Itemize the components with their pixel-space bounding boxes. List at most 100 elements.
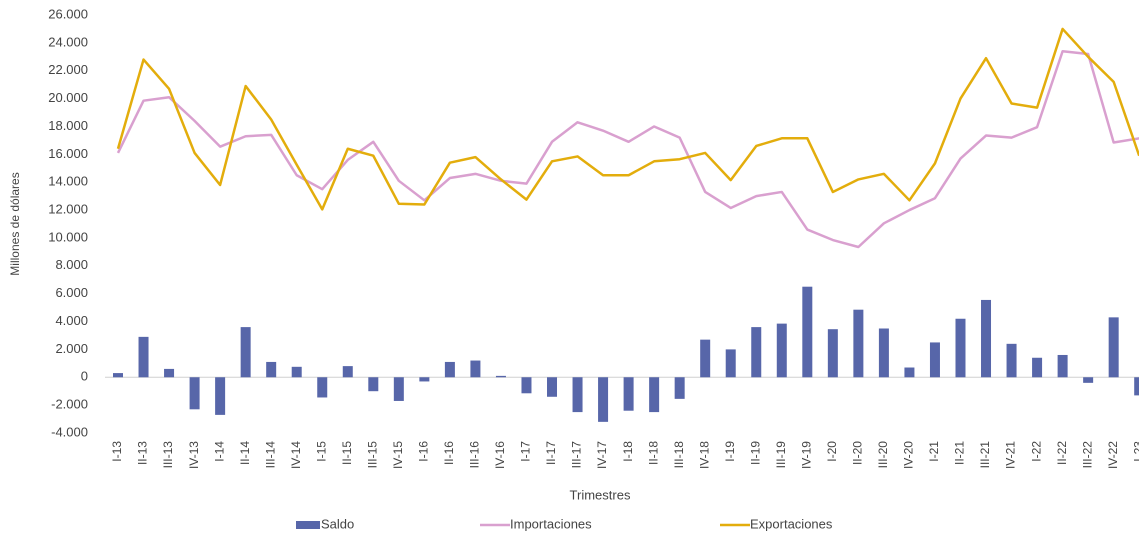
x-tick-label: II-21: [953, 441, 967, 465]
x-tick-label: III-16: [468, 441, 482, 469]
y-tick-label: 18.000: [48, 118, 88, 133]
bar: [1134, 377, 1139, 396]
bar: [113, 373, 123, 378]
bar: [470, 360, 481, 378]
bar: [1006, 343, 1017, 378]
x-tick-label: I-17: [519, 441, 533, 462]
y-tick-label: -2.000: [51, 397, 88, 412]
bar: [649, 377, 660, 413]
legend-label: Importaciones: [510, 516, 592, 531]
x-tick-label: IV-17: [595, 441, 609, 469]
y-tick-label: 22.000: [48, 62, 88, 77]
x-tick-label: II-16: [442, 441, 456, 465]
bar: [189, 377, 200, 410]
bar: [751, 327, 762, 378]
bar: [725, 349, 736, 378]
y-tick-label: 2.000: [55, 341, 88, 356]
y-tick-label: 8.000: [55, 257, 88, 272]
x-tick-label: IV-22: [1106, 441, 1120, 469]
bar: [623, 377, 634, 411]
x-tick-label: I-18: [621, 441, 635, 462]
x-tick-label: IV-16: [493, 441, 507, 469]
x-tick-label: IV-18: [697, 441, 711, 469]
y-tick-label: -4.000: [51, 424, 88, 439]
x-axis-label: Trimestres: [570, 487, 631, 502]
bar: [444, 361, 455, 378]
y-tick-label: 20.000: [48, 90, 88, 105]
x-tick-label: III-13: [161, 441, 175, 469]
bar: [802, 286, 813, 378]
line: [116, 27, 1139, 211]
bar: [827, 329, 838, 378]
x-tick-label: III-20: [876, 441, 890, 469]
bar: [1057, 354, 1068, 378]
bar: [495, 375, 506, 378]
y-tick-label: 10.000: [48, 229, 88, 244]
bar: [138, 336, 149, 378]
bar: [955, 318, 966, 378]
x-tick-label: III-22: [1080, 441, 1094, 469]
x-tick-label: II-20: [851, 441, 865, 465]
y-axis-label: Millones de dólares: [8, 172, 22, 275]
x-tick-label: II-19: [748, 441, 762, 465]
x-tick-label: III-17: [570, 441, 584, 469]
x-tick-label: III-19: [774, 441, 788, 469]
x-tick-label: IV-13: [187, 441, 201, 469]
x-tick-label: III-21: [978, 441, 992, 469]
bar: [419, 377, 430, 382]
y-tick-label: 14.000: [48, 174, 88, 189]
bar: [317, 377, 328, 398]
bar: [853, 309, 864, 378]
x-tick-label: IV-20: [902, 441, 916, 469]
bar: [598, 377, 609, 422]
bar: [547, 377, 558, 397]
legend-label: Saldo: [321, 516, 354, 531]
x-tick-label: I-15: [314, 441, 328, 462]
bar: [700, 339, 711, 378]
x-tick-label: II-14: [238, 441, 252, 465]
bar: [521, 377, 532, 394]
x-tick-label: I-21: [927, 441, 941, 462]
y-tick-label: 16.000: [48, 146, 88, 161]
x-tick-label: II-13: [136, 441, 150, 465]
x-tick-label: II-17: [544, 441, 558, 465]
bar: [215, 377, 226, 415]
x-tick-label: I-16: [417, 441, 431, 462]
x-tick-label: II-22: [1055, 441, 1069, 465]
y-tick-label: 0: [81, 369, 88, 384]
x-tick-label: I-13: [110, 441, 124, 462]
x-tick-label: I-20: [825, 441, 839, 462]
bar: [878, 328, 889, 378]
x-tick-label: I-23: [1131, 441, 1139, 462]
bar: [1032, 357, 1043, 378]
x-tick-label: I-19: [723, 441, 737, 462]
bar: [674, 377, 685, 399]
legend-label: Exportaciones: [750, 516, 833, 531]
bar: [368, 377, 379, 392]
bar: [291, 366, 302, 378]
bar: [240, 327, 251, 378]
bar: [342, 366, 353, 378]
y-tick-label: 26.000: [48, 6, 88, 21]
x-tick-label: IV-15: [391, 441, 405, 469]
line: [116, 49, 1139, 249]
bar: [572, 377, 583, 413]
bar: [393, 377, 404, 401]
y-tick-label: 12.000: [48, 202, 88, 217]
y-tick-label: 24.000: [48, 34, 88, 49]
x-tick-label: II-15: [340, 441, 354, 465]
x-tick-label: I-14: [212, 441, 226, 462]
bar: [981, 299, 992, 378]
x-tick-label: I-22: [1029, 441, 1043, 462]
x-tick-label: III-18: [672, 441, 686, 469]
bar: [1083, 377, 1094, 383]
y-tick-label: 6.000: [55, 285, 88, 300]
bar: [776, 323, 787, 378]
bar: [904, 367, 915, 378]
x-tick-label: II-18: [646, 441, 660, 465]
x-tick-label: IV-21: [1004, 441, 1018, 469]
legend-swatch: [296, 521, 320, 529]
bar: [164, 368, 175, 378]
bar: [929, 342, 940, 378]
